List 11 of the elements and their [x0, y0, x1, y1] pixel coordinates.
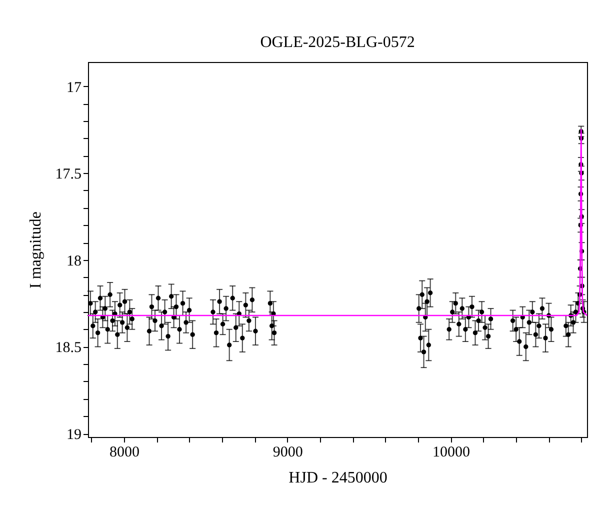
y-tick-label: 17.5 — [55, 166, 82, 183]
y-tick-label: 18.5 — [55, 340, 82, 356]
y-tick-label: 19 — [66, 427, 82, 444]
x-tick-label: 10000 — [432, 444, 470, 460]
x-tick-label: 9000 — [272, 444, 303, 460]
y-tick-label: 17 — [66, 80, 82, 96]
x-tick-label: 8000 — [109, 444, 140, 460]
x-axis-title: HJD - 2450000 — [288, 470, 388, 486]
y-axis-title: I magnitude — [27, 212, 44, 288]
y-tick-label: 18 — [66, 253, 82, 270]
chart-title: OGLE-2025-BLG-0572 — [260, 34, 415, 51]
